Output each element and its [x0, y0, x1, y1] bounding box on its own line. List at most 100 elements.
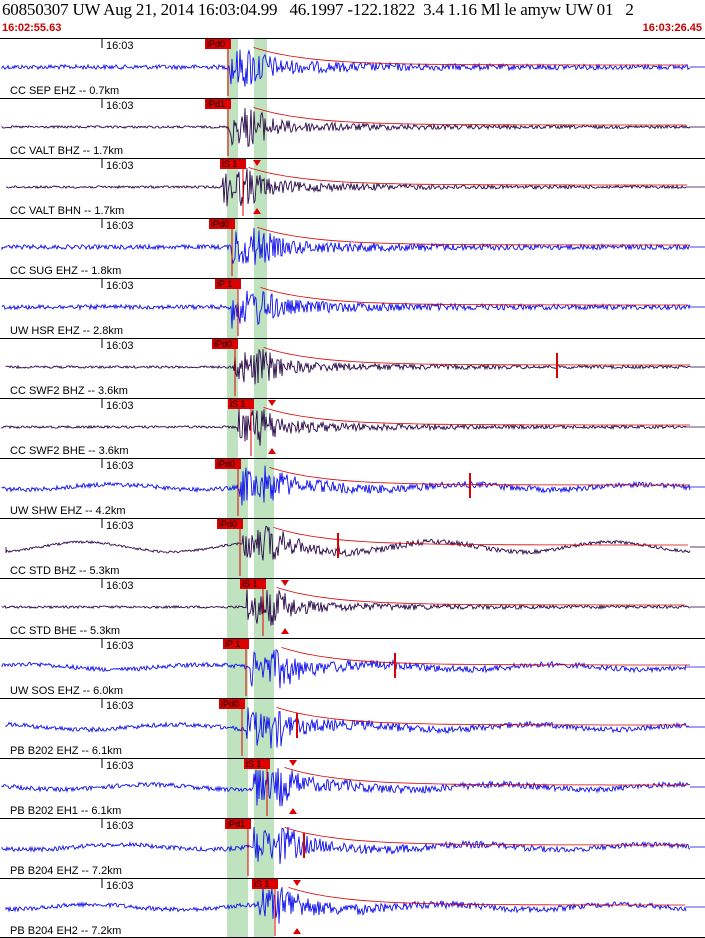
pick-label: iPd0 — [221, 699, 239, 709]
s-arrival-marker — [289, 760, 297, 766]
minute-label: 16:03 — [106, 340, 134, 352]
minute-label: 16:03 — [106, 460, 134, 472]
channel-label: UW HSR EHZ -- 2.8km — [10, 325, 123, 337]
channel-label: CC SUG EHZ -- 1.8km — [10, 265, 121, 277]
s-arrival-marker — [253, 208, 261, 214]
pick-marker[interactable] — [215, 459, 241, 469]
channel-label: CC VALT BHZ -- 1.7km — [10, 145, 123, 157]
coda-curve — [288, 887, 685, 906]
waveform — [1, 826, 690, 865]
waveform — [1, 108, 691, 148]
channel-label: CC STD BHE -- 5.3km — [10, 625, 120, 637]
coda-curve — [263, 347, 690, 366]
header-bar: 60850307 UW Aug 21, 2014 16:03:04.99 46.… — [0, 0, 705, 38]
channel-label: UW SHW EHZ -- 4.2km — [10, 505, 126, 517]
minute-label: 16:03 — [106, 760, 134, 772]
minute-label: 16:03 — [106, 880, 134, 892]
minute-label: 16:03 — [106, 700, 134, 712]
channel-label: UW SOS EHZ -- 6.0km — [10, 685, 123, 697]
pick-marker[interactable] — [228, 399, 254, 409]
channel-label: PB B204 EH2 -- 7.2km — [10, 925, 121, 937]
pick-marker[interactable] — [215, 279, 241, 289]
minute-label: 16:03 — [106, 400, 134, 412]
pick-label: iPd1 — [207, 99, 225, 109]
waveform — [5, 349, 691, 385]
pick-label: iS 1 — [222, 159, 238, 169]
pick-marker[interactable] — [220, 159, 246, 169]
trace-row: 16:03 iS 1 PB B204 EH2 -- 7.2km — [0, 878, 705, 937]
s-arrival-marker — [293, 928, 301, 934]
trace-row: 16:03 iS 1 PB B202 EH1 -- 6.1km — [0, 758, 705, 817]
pick-label: iS 1 — [246, 759, 262, 769]
s-arrival-marker — [253, 160, 261, 166]
pick-marker[interactable] — [223, 639, 249, 649]
s-arrival-marker — [281, 580, 289, 586]
coda-curve — [276, 707, 685, 726]
minute-label: 16:03 — [106, 40, 134, 52]
pick-label: iP 1 — [225, 639, 240, 649]
channel-label: CC VALT BHN -- 1.7km — [10, 205, 124, 217]
pick-label: iS 1 — [230, 399, 246, 409]
minute-label: 16:03 — [106, 220, 134, 232]
coda-curve — [281, 647, 690, 666]
pick-label: iS 1 — [242, 579, 258, 589]
minute-label: 16:03 — [106, 100, 134, 112]
trace-row: 16:03 iPd0 CC SEP EHZ -- 0.7km — [0, 38, 705, 97]
waveform — [5, 168, 687, 207]
coda-curve — [263, 407, 690, 426]
pick-label: iPd0 — [211, 219, 229, 229]
pick-marker[interactable] — [240, 579, 266, 589]
s-arrival-marker — [268, 448, 276, 454]
trace-row: 16:03 iPd0 CC STD BHZ -- 5.3km — [0, 518, 705, 577]
coda-curve — [276, 587, 685, 606]
trace-row: 16:03 iS 1 CC STD BHE -- 5.3km — [0, 578, 705, 637]
waveform — [1, 49, 691, 87]
coda-curve — [257, 227, 690, 246]
waveform — [1, 589, 691, 626]
channel-label: CC SWF2 BHE -- 3.6km — [10, 445, 129, 457]
pick-marker[interactable] — [209, 219, 235, 229]
waveform — [5, 525, 691, 561]
end-time: 16:03:26.45 — [642, 22, 702, 34]
pick-label: iPd0 — [207, 39, 225, 49]
pick-label: iPd0 — [217, 459, 235, 469]
seismogram-panel: 16:03 iPd0 CC SEP EHZ -- 0.7km 16:03 iPd1 CC … — [0, 38, 705, 938]
waveform — [1, 465, 691, 506]
trace-row: 16:03 iP 1 UW HSR EHZ -- 2.8km — [0, 278, 705, 337]
pick-marker[interactable] — [212, 339, 238, 349]
pick-label: iP 1 — [217, 279, 232, 289]
pick-marker[interactable] — [217, 519, 243, 529]
coda-curve — [253, 107, 686, 126]
s-arrival-marker — [281, 628, 289, 634]
waveform — [1, 768, 691, 807]
pick-marker[interactable] — [219, 699, 245, 709]
start-time: 16:02:55.63 — [2, 22, 62, 34]
trace-row: 16:03 iPd0 CC SWF2 BHZ -- 3.6km — [0, 338, 705, 397]
s-arrival-marker — [268, 400, 276, 406]
s-arrival-marker — [289, 808, 297, 814]
minute-label: 16:03 — [106, 820, 134, 832]
trace-row: 16:03 iPd0 UW SHW EHZ -- 4.2km — [0, 458, 705, 517]
channel-label: PB B202 EHZ -- 6.1km — [10, 745, 122, 757]
minute-label: 16:03 — [106, 520, 134, 532]
pick-marker[interactable] — [205, 39, 231, 49]
channel-label: PB B202 EH1 -- 6.1km — [10, 805, 121, 817]
waveform — [1, 407, 687, 446]
coda-curve — [260, 287, 687, 306]
waveform — [1, 227, 691, 265]
channel-label: CC STD BHZ -- 5.3km — [10, 565, 119, 577]
s-arrival-marker — [293, 880, 301, 886]
pick-label: iPd1 — [227, 819, 245, 829]
trace-row: 16:03 iPd1 PB B204 EHZ -- 7.2km — [0, 818, 705, 877]
pick-marker[interactable] — [205, 99, 231, 109]
waveform — [5, 886, 687, 924]
pick-label: iPd0 — [219, 519, 237, 529]
waveform — [1, 290, 691, 329]
pick-marker[interactable] — [244, 759, 270, 769]
minute-label: 16:03 — [106, 280, 134, 292]
minute-label: 16:03 — [106, 160, 134, 172]
pick-marker[interactable] — [252, 879, 278, 889]
pick-marker[interactable] — [225, 819, 251, 829]
pick-label: iS 1 — [254, 879, 270, 889]
coda-curve — [269, 467, 690, 486]
